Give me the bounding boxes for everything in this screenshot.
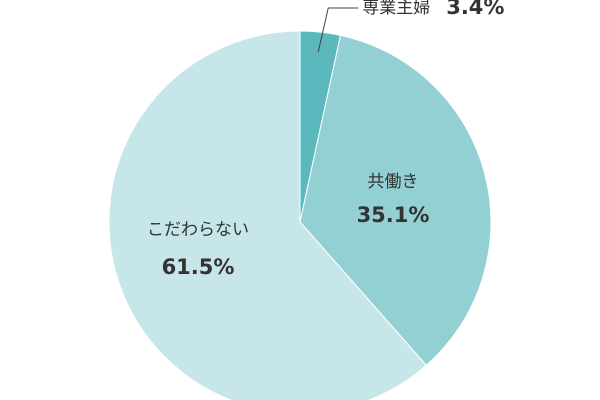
pie-slice [108,30,428,400]
leader-line [317,7,359,53]
slice-value: 3.4% [446,0,504,19]
pie-slice [299,34,492,366]
slice-label: 専業主婦 [362,0,430,18]
slice-label: こだわらない [147,220,249,240]
slice-label: 共働き [368,172,419,192]
slice-value: 35.1% [357,203,430,227]
slice-value: 61.5% [162,255,235,279]
